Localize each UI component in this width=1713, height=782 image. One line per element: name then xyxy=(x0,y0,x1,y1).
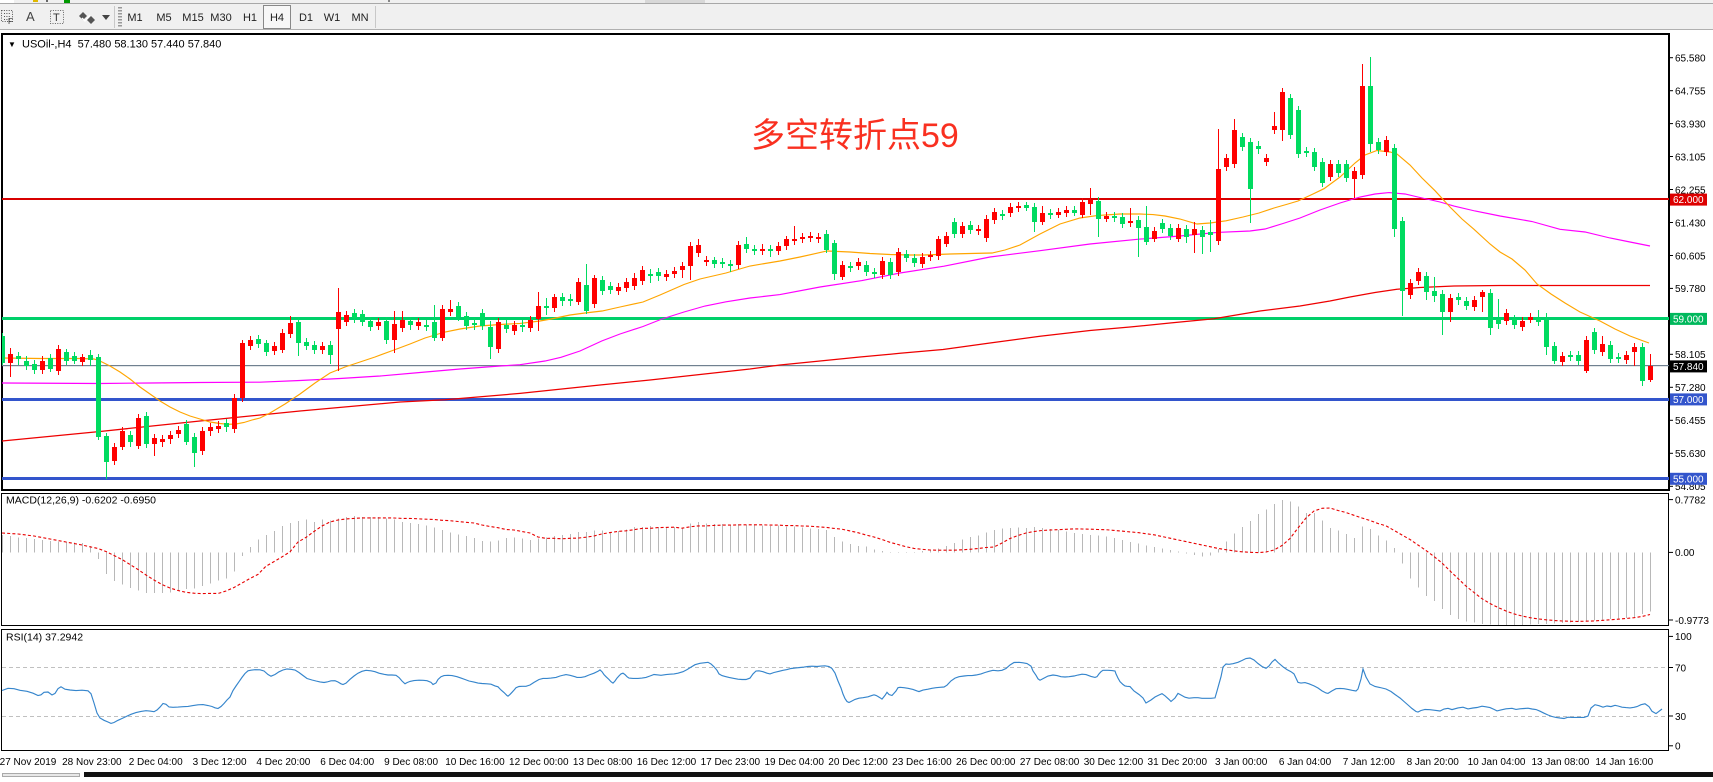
svg-text:D1: D1 xyxy=(299,12,313,24)
svg-text:H4: H4 xyxy=(270,12,284,24)
svg-text:57.840: 57.840 xyxy=(1673,362,1704,373)
svg-text:A: A xyxy=(26,9,35,24)
svg-text:H1: H1 xyxy=(243,12,257,24)
svg-text:4 Dec 20:00: 4 Dec 20:00 xyxy=(256,757,310,768)
svg-text:-0.9773: -0.9773 xyxy=(1675,616,1709,627)
svg-text:57.000: 57.000 xyxy=(1673,395,1704,406)
svg-text:54.805: 54.805 xyxy=(1675,482,1706,493)
svg-text:58.105: 58.105 xyxy=(1675,350,1706,361)
svg-text:USOil-,H4 57.480 58.130 57.44: USOil-,H4 57.480 58.130 57.440 57.840 xyxy=(22,39,221,51)
svg-text:14 Jan 16:00: 14 Jan 16:00 xyxy=(1595,757,1653,768)
svg-text:2 Dec 04:00: 2 Dec 04:00 xyxy=(129,757,183,768)
svg-text:62.000: 62.000 xyxy=(1673,195,1704,206)
svg-text:M30: M30 xyxy=(210,12,231,24)
svg-text:61.430: 61.430 xyxy=(1675,218,1706,229)
svg-text:多空转折点59: 多空转折点59 xyxy=(751,117,959,155)
svg-text:M5: M5 xyxy=(156,12,171,24)
svg-text:M1: M1 xyxy=(127,12,142,24)
svg-text:9 Dec 08:00: 9 Dec 08:00 xyxy=(384,757,438,768)
svg-text:55.630: 55.630 xyxy=(1675,449,1706,460)
svg-text:0: 0 xyxy=(1675,742,1681,753)
svg-text:6 Dec 04:00: 6 Dec 04:00 xyxy=(320,757,374,768)
svg-text:10 Jan 04:00: 10 Jan 04:00 xyxy=(1468,757,1526,768)
svg-text:19 Dec 04:00: 19 Dec 04:00 xyxy=(764,757,824,768)
svg-text:20 Dec 12:00: 20 Dec 12:00 xyxy=(828,757,888,768)
svg-text:65.580: 65.580 xyxy=(1675,54,1706,65)
svg-text:56.455: 56.455 xyxy=(1675,416,1706,427)
svg-text:57.280: 57.280 xyxy=(1675,383,1706,394)
svg-text:12 Dec 00:00: 12 Dec 00:00 xyxy=(509,757,569,768)
svg-text:3 Dec 12:00: 3 Dec 12:00 xyxy=(193,757,247,768)
svg-text:30 Dec 12:00: 30 Dec 12:00 xyxy=(1084,757,1144,768)
svg-text:23 Dec 16:00: 23 Dec 16:00 xyxy=(892,757,952,768)
svg-text:59.000: 59.000 xyxy=(1673,315,1704,326)
svg-text:60.605: 60.605 xyxy=(1675,251,1706,262)
svg-text:100: 100 xyxy=(1675,632,1692,643)
svg-text:0.7782: 0.7782 xyxy=(1675,495,1706,506)
svg-text:M15: M15 xyxy=(182,12,203,24)
svg-text:63.930: 63.930 xyxy=(1675,119,1706,130)
svg-text:T: T xyxy=(53,12,60,24)
svg-text:MN: MN xyxy=(351,12,368,24)
svg-text:13 Dec 08:00: 13 Dec 08:00 xyxy=(573,757,633,768)
svg-text:W1: W1 xyxy=(324,12,341,24)
svg-text:26 Dec 00:00: 26 Dec 00:00 xyxy=(956,757,1016,768)
svg-text:10 Dec 16:00: 10 Dec 16:00 xyxy=(445,757,505,768)
svg-text:27 Dec 08:00: 27 Dec 08:00 xyxy=(1020,757,1080,768)
svg-text:0.00: 0.00 xyxy=(1675,548,1695,559)
svg-text:6 Jan 04:00: 6 Jan 04:00 xyxy=(1279,757,1332,768)
svg-text:59.780: 59.780 xyxy=(1675,284,1706,295)
svg-text:8 Jan 20:00: 8 Jan 20:00 xyxy=(1407,757,1460,768)
svg-text:16 Dec 12:00: 16 Dec 12:00 xyxy=(637,757,697,768)
svg-text:MACD(12,26,9) -0.6202 -0.6950: MACD(12,26,9) -0.6202 -0.6950 xyxy=(6,495,156,507)
svg-text:62.255: 62.255 xyxy=(1675,185,1706,196)
svg-text:63.105: 63.105 xyxy=(1675,152,1706,163)
svg-text:13 Jan 08:00: 13 Jan 08:00 xyxy=(1531,757,1589,768)
svg-text:▼: ▼ xyxy=(8,40,16,49)
svg-text:31 Dec 20:00: 31 Dec 20:00 xyxy=(1148,757,1208,768)
svg-text:64.755: 64.755 xyxy=(1675,87,1706,98)
svg-text:F: F xyxy=(8,17,13,26)
svg-text:3 Jan 00:00: 3 Jan 00:00 xyxy=(1215,757,1268,768)
svg-text:17 Dec 23:00: 17 Dec 23:00 xyxy=(701,757,761,768)
svg-text:70: 70 xyxy=(1675,663,1687,674)
svg-text:28 Nov 23:00: 28 Nov 23:00 xyxy=(62,757,122,768)
svg-text:7 Jan 12:00: 7 Jan 12:00 xyxy=(1343,757,1396,768)
svg-text:RSI(14) 37.2942: RSI(14) 37.2942 xyxy=(6,632,83,644)
svg-text:27 Nov 2019: 27 Nov 2019 xyxy=(0,757,57,768)
svg-text:30: 30 xyxy=(1675,712,1687,723)
svg-text:55.000: 55.000 xyxy=(1673,474,1704,485)
